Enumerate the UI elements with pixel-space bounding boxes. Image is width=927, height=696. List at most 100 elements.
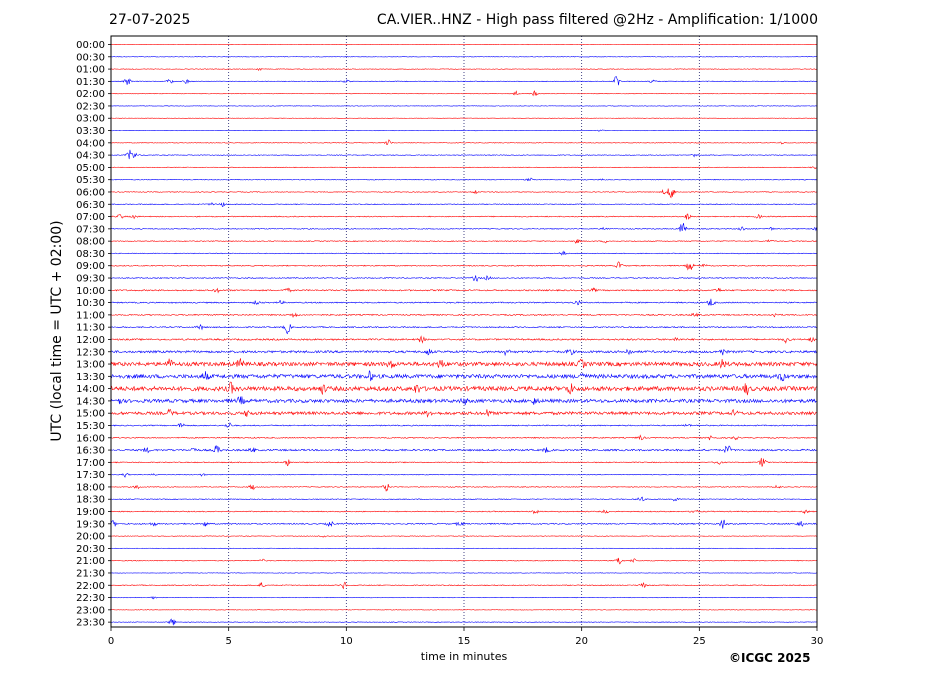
trace-0400	[110, 139, 817, 145]
trace-0630	[110, 202, 817, 207]
y-tick-label: 03:30	[76, 126, 105, 137]
y-tick-label: 09:30	[76, 274, 105, 285]
trace-0500	[110, 166, 817, 170]
trace-1900	[110, 509, 817, 515]
y-tick-label: 16:00	[76, 433, 105, 444]
y-tick-label: 16:30	[76, 446, 105, 457]
x-tick-label: 15	[458, 636, 471, 647]
trace-1800	[110, 484, 817, 492]
trace-1330	[110, 369, 817, 382]
x-tick-label: 0	[108, 636, 114, 647]
y-tick-label: 00:00	[76, 40, 105, 51]
trace-1500	[110, 408, 817, 418]
y-tick-label: 20:00	[76, 532, 105, 543]
y-tick-label: 08:00	[76, 237, 105, 248]
y-tick-label: 22:00	[76, 581, 105, 592]
y-tick-label: 10:00	[76, 286, 105, 297]
trace-0900	[110, 261, 817, 271]
y-tick-label: 18:30	[76, 495, 105, 506]
trace-0730	[110, 223, 817, 232]
x-tick-label: 5	[225, 636, 231, 647]
y-tick-label: 17:30	[76, 470, 105, 481]
trace-1630	[110, 445, 817, 454]
y-tick-label: 04:30	[76, 151, 105, 162]
copyright-label: ©ICGC 2025	[729, 651, 811, 665]
y-tick-label: 12:00	[76, 335, 105, 346]
y-tick-label: 07:30	[76, 224, 105, 235]
y-tick-label: 19:00	[76, 507, 105, 518]
y-tick-label: 14:00	[76, 384, 105, 395]
trace-0330	[110, 129, 817, 132]
y-tick-label: 20:30	[76, 544, 105, 555]
trace-2000	[110, 535, 817, 538]
x-tick-label: 30	[811, 636, 824, 647]
trace-1700	[110, 457, 817, 467]
y-tick-label: 21:30	[76, 568, 105, 579]
x-tick-label: 20	[575, 636, 588, 647]
y-tick-label: 02:30	[76, 101, 105, 112]
y-tick-label: 11:00	[76, 310, 105, 321]
trace-1230	[110, 348, 817, 357]
x-tick-layer: 0 5 10 15 20 25 30	[108, 627, 824, 647]
y-tick-label: 13:30	[76, 372, 105, 383]
trace-2230	[110, 595, 817, 600]
y-tick-label: 02:00	[76, 89, 105, 100]
y-tick-label: 19:30	[76, 519, 105, 530]
date-label: 27-07-2025	[109, 12, 191, 28]
trace-1130	[110, 323, 817, 335]
trace-0800	[110, 239, 817, 244]
trace-0100	[110, 68, 817, 72]
y-tick-label: 12:30	[76, 347, 105, 358]
trace-2100	[110, 557, 817, 565]
trace-1030	[110, 298, 817, 306]
y-tick-label: 13:00	[76, 360, 105, 371]
trace-1100	[110, 312, 817, 318]
y-tick-label: 08:30	[76, 249, 105, 260]
y-tick-label: 09:00	[76, 261, 105, 272]
y-tick-label: 11:30	[76, 323, 105, 334]
y-tick-label: 06:00	[76, 187, 105, 198]
y-tick-label: 00:30	[76, 52, 105, 63]
y-tick-label: 18:00	[76, 482, 105, 493]
y-tick-label: 10:30	[76, 298, 105, 309]
y-tick-label: 05:00	[76, 163, 105, 174]
trace-2330	[110, 618, 817, 626]
plot-frame	[110, 35, 818, 628]
trace-0430	[110, 149, 817, 160]
trace-1200	[110, 335, 817, 344]
trace-1400	[110, 381, 817, 396]
y-tick-label: 14:30	[76, 396, 105, 407]
trace-0830	[110, 250, 817, 256]
x-tick-label: 25	[693, 636, 706, 647]
y-tick-label: 07:00	[76, 212, 105, 223]
y-tick-label: 22:30	[76, 593, 105, 604]
chart-title: CA.VIER..HNZ - High pass filtered @2Hz -…	[376, 12, 818, 28]
trace-1000	[110, 287, 817, 294]
trace-1430	[110, 396, 817, 406]
y-tick-label: 17:00	[76, 458, 105, 469]
trace-0600	[110, 188, 817, 199]
y-tick-label: 05:30	[76, 175, 105, 186]
trace-layer	[110, 43, 817, 626]
trace-1530	[110, 422, 817, 428]
y-tick-label: 01:00	[76, 65, 105, 76]
trace-1830	[110, 496, 817, 502]
y-tick-label: 06:30	[76, 200, 105, 211]
x-axis-label: time in minutes	[420, 650, 508, 663]
y-tick-label: 03:00	[76, 114, 105, 125]
grid-layer	[228, 36, 700, 627]
y-tick-label: 15:00	[76, 409, 105, 420]
trace-0200	[110, 90, 817, 97]
trace-0700	[110, 213, 817, 220]
trace-0130	[110, 76, 817, 86]
trace-0930	[110, 275, 817, 282]
trace-0530	[110, 177, 817, 182]
x-tick-label: 10	[340, 636, 353, 647]
trace-1730	[110, 473, 817, 478]
trace-1300	[110, 358, 817, 369]
y-tick-label: 01:30	[76, 77, 105, 88]
y-tick-label: 15:30	[76, 421, 105, 432]
trace-1600	[110, 434, 817, 441]
